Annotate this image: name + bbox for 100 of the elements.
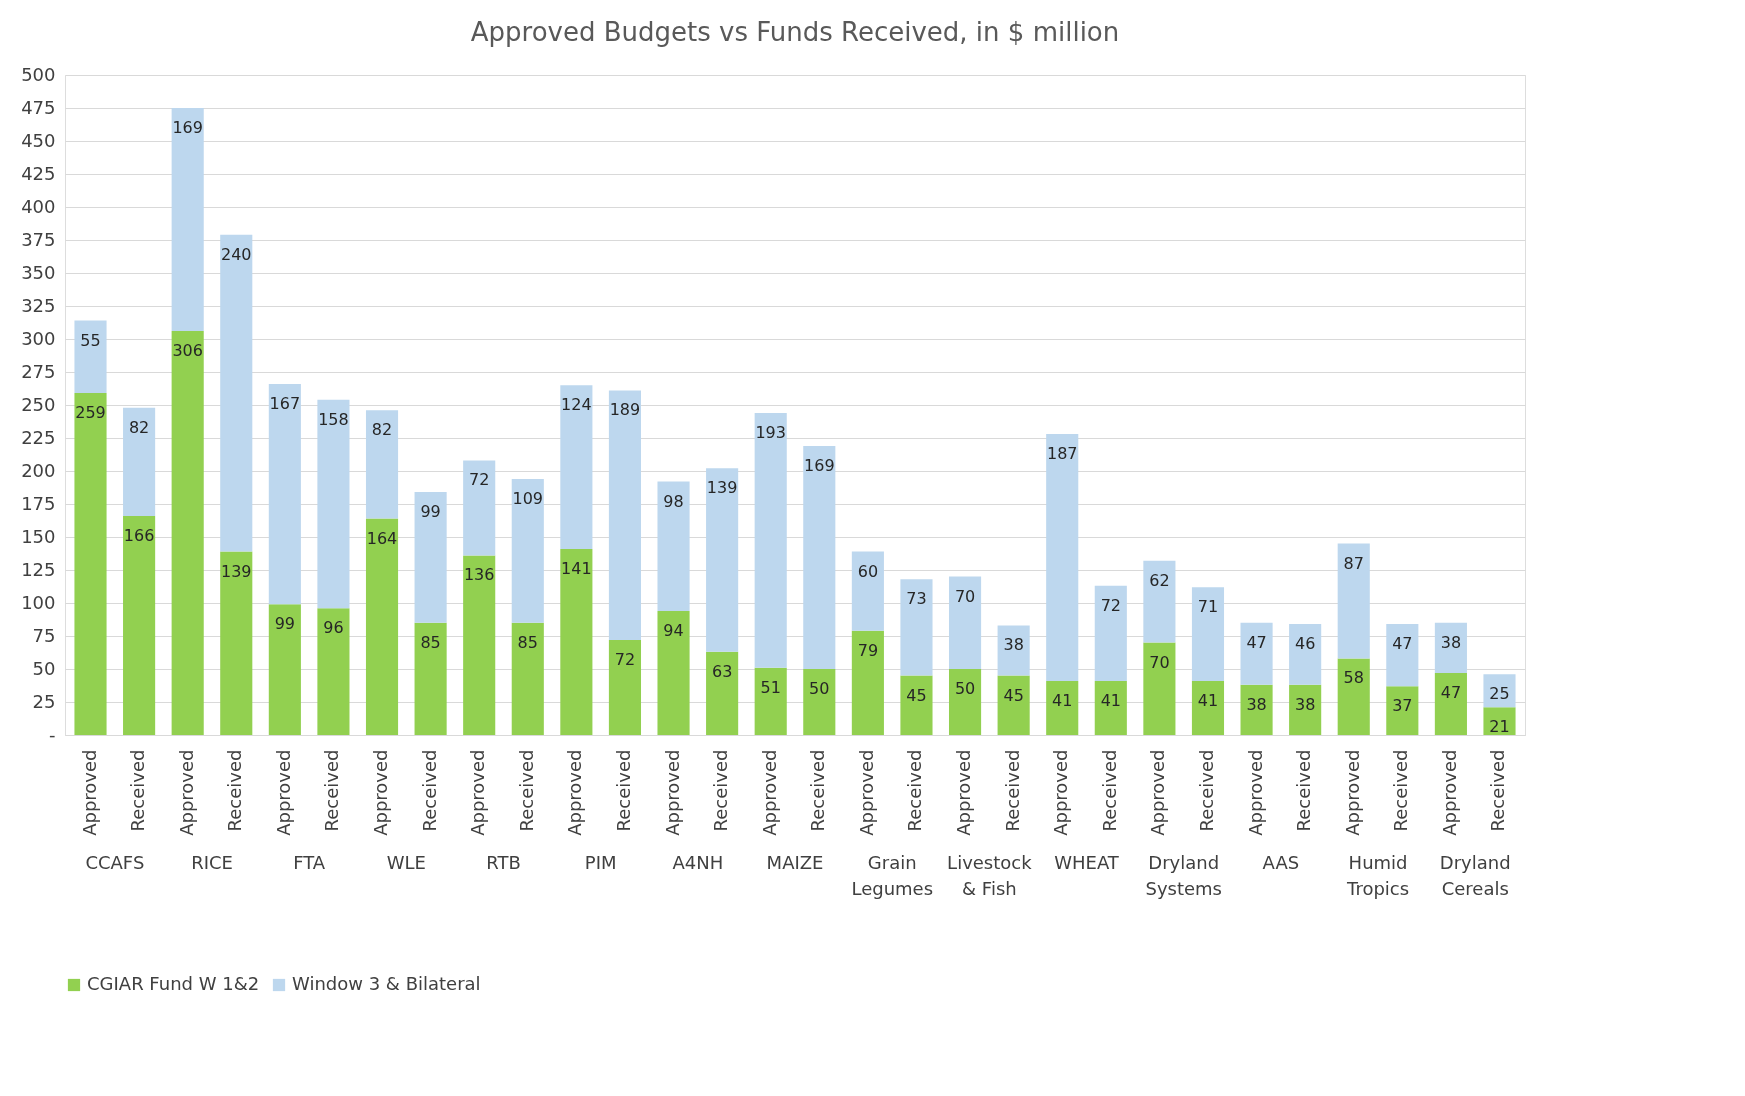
legend-label: CGIAR Fund W 1&2 bbox=[87, 973, 260, 994]
y-tick-label: 275 bbox=[21, 360, 56, 382]
y-tick-label: 325 bbox=[21, 294, 56, 316]
data-label: 37 bbox=[1392, 696, 1413, 716]
bar bbox=[123, 515, 156, 735]
bar bbox=[1483, 707, 1516, 735]
x-tick-label: Received bbox=[1293, 749, 1315, 832]
data-label: 58 bbox=[1343, 668, 1364, 688]
x-tick-label: Approved bbox=[467, 749, 489, 836]
x-tick-label: Received bbox=[515, 749, 537, 832]
data-label: 193 bbox=[755, 422, 786, 442]
y-tick-label: 425 bbox=[21, 162, 56, 184]
bar bbox=[851, 551, 884, 631]
data-label: 41 bbox=[1197, 690, 1219, 710]
x-tick-label: Received bbox=[710, 749, 732, 832]
y-tick-label: 450 bbox=[21, 129, 56, 151]
data-label: 169 bbox=[172, 118, 203, 137]
bar bbox=[1094, 585, 1127, 681]
x-tick-label: Received bbox=[1195, 749, 1217, 832]
data-label: 51 bbox=[760, 677, 781, 697]
bar bbox=[171, 108, 204, 332]
y-tick-label: 400 bbox=[21, 195, 56, 217]
bar bbox=[803, 669, 836, 735]
bar bbox=[560, 548, 593, 735]
data-label: 136 bbox=[463, 565, 495, 585]
x-tick-label: Approved bbox=[1050, 749, 1072, 836]
data-label: 63 bbox=[711, 661, 733, 681]
bar bbox=[317, 608, 350, 735]
bar bbox=[1434, 672, 1467, 735]
data-label: 70 bbox=[954, 586, 976, 606]
data-label: 82 bbox=[128, 417, 150, 437]
bar bbox=[1240, 684, 1273, 735]
bar bbox=[754, 667, 787, 735]
bar bbox=[220, 551, 253, 735]
x-tick-label: Approved bbox=[953, 749, 975, 836]
bar bbox=[268, 604, 301, 735]
x-tick-label: Approved bbox=[78, 749, 100, 836]
bar bbox=[414, 622, 447, 735]
data-label: 164 bbox=[366, 528, 398, 548]
bar bbox=[1289, 624, 1322, 685]
data-label: 46 bbox=[1294, 634, 1316, 654]
bar bbox=[657, 610, 690, 735]
y-tick-label: 475 bbox=[21, 96, 56, 118]
bar bbox=[608, 390, 642, 640]
text: Grain Legumes bbox=[851, 852, 934, 899]
data-label: 99 bbox=[274, 614, 296, 634]
bar bbox=[1337, 658, 1370, 735]
x-tick-label: Received bbox=[807, 749, 829, 832]
data-label: 21 bbox=[1489, 717, 1510, 737]
text: Humid Tropics bbox=[1346, 852, 1410, 899]
data-label: 96 bbox=[323, 618, 344, 638]
bar bbox=[1191, 587, 1225, 681]
y-tick-label: 375 bbox=[21, 228, 56, 250]
x-tick-label: Received bbox=[1487, 749, 1509, 832]
bar bbox=[1386, 686, 1419, 735]
data-label: 166 bbox=[123, 525, 155, 545]
bar bbox=[268, 383, 301, 605]
bar bbox=[1143, 560, 1176, 643]
bar bbox=[657, 481, 690, 611]
data-label: 79 bbox=[857, 640, 879, 660]
data-label: 73 bbox=[906, 589, 927, 609]
data-label: 87 bbox=[1343, 553, 1364, 573]
text: CCAFS bbox=[85, 852, 145, 873]
y-tick-label: 175 bbox=[21, 492, 56, 514]
bar bbox=[706, 468, 739, 652]
bar bbox=[608, 639, 642, 735]
x-tick-label: Approved bbox=[175, 749, 197, 836]
data-label: 169 bbox=[804, 455, 835, 475]
text: Livestock & Fish bbox=[947, 852, 1033, 899]
y-tick-label: 500 bbox=[21, 63, 56, 85]
data-label: 82 bbox=[371, 420, 393, 440]
data-label: 99 bbox=[420, 502, 441, 522]
data-label: 189 bbox=[609, 400, 641, 420]
x-tick-label: Received bbox=[1001, 749, 1023, 832]
bar bbox=[997, 675, 1030, 735]
x-tick-label: Approved bbox=[1438, 749, 1460, 836]
data-label: 187 bbox=[1046, 444, 1078, 464]
bar bbox=[74, 393, 107, 735]
data-label: 167 bbox=[269, 393, 301, 413]
text: RTB bbox=[486, 852, 521, 873]
bar bbox=[900, 675, 933, 735]
data-label: 71 bbox=[1197, 597, 1219, 617]
x-tick-label: Approved bbox=[855, 749, 877, 836]
x-tick-label: Approved bbox=[1341, 749, 1363, 836]
bar bbox=[706, 651, 739, 735]
x-tick-label: Approved bbox=[661, 749, 683, 836]
data-label: 72 bbox=[614, 649, 636, 669]
bar bbox=[948, 669, 982, 735]
data-label: 139 bbox=[220, 561, 252, 581]
data-label: 45 bbox=[906, 685, 927, 705]
data-label: 60 bbox=[857, 561, 879, 581]
bar bbox=[123, 407, 156, 516]
data-label: 72 bbox=[469, 470, 490, 490]
x-tick-label: Received bbox=[418, 749, 440, 832]
bar bbox=[803, 445, 836, 669]
data-label: 240 bbox=[220, 244, 252, 264]
y-tick-label: 25 bbox=[32, 690, 56, 712]
x-tick-label: Received bbox=[321, 749, 343, 832]
x-tick-label: Approved bbox=[564, 749, 586, 836]
bar bbox=[1240, 622, 1273, 685]
